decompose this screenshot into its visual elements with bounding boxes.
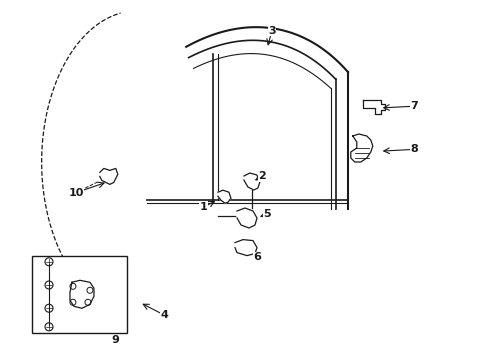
Polygon shape [70,280,94,308]
Text: 10: 10 [68,188,84,198]
Polygon shape [351,134,373,162]
Polygon shape [235,240,257,256]
Text: 9: 9 [111,335,119,345]
Polygon shape [363,100,385,114]
Text: 7: 7 [410,101,418,111]
Bar [32,256,127,333]
Polygon shape [244,173,260,190]
Text: 2: 2 [258,171,266,181]
Text: 8: 8 [410,144,418,154]
Text: 6: 6 [253,252,261,262]
Text: 3: 3 [268,26,276,36]
Text: 1: 1 [199,202,207,212]
Polygon shape [100,168,118,184]
Text: 4: 4 [160,310,168,320]
Polygon shape [218,190,231,203]
Text: 5: 5 [263,209,271,219]
Polygon shape [237,208,257,228]
